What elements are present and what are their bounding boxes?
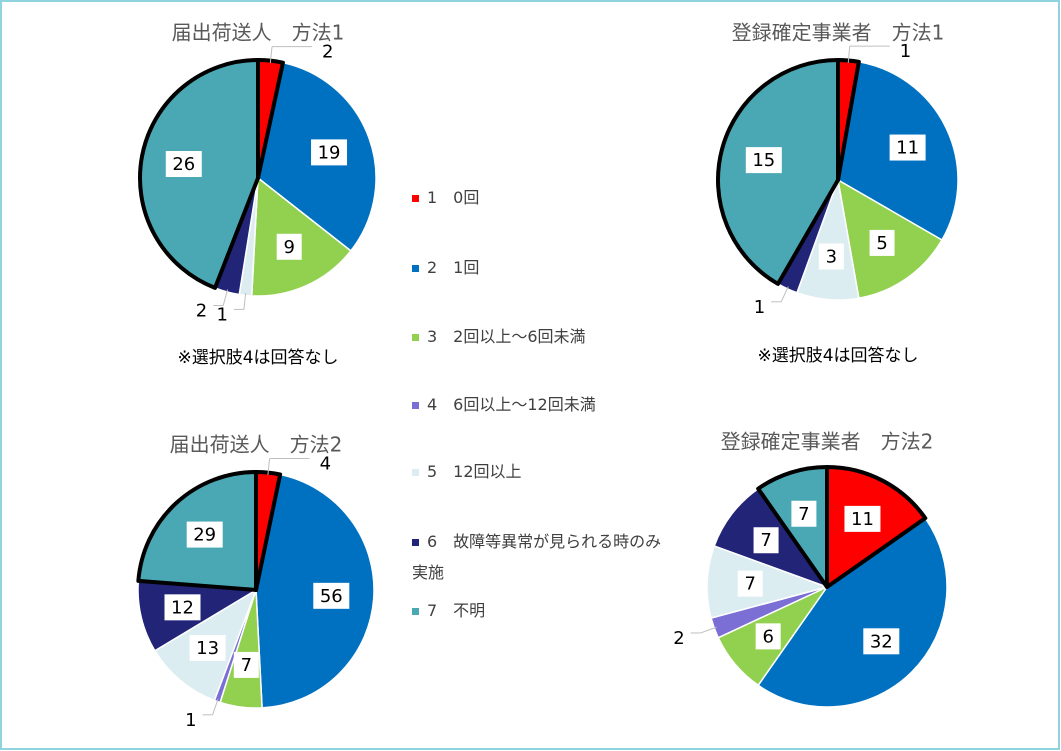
legend-item: 6 故障等異常が見られる時のみ実施 — [412, 526, 662, 588]
note: ※選択肢4は回答なし — [177, 348, 338, 368]
legend-label: 4 6回以上～12回未満 — [427, 395, 596, 414]
legend-item: 4 6回以上～12回未満 — [412, 389, 662, 420]
data-label: 2 — [673, 628, 684, 649]
leader-line — [222, 289, 229, 306]
label-box — [889, 134, 926, 161]
data-label: 1 — [185, 710, 196, 731]
slice-outline — [716, 58, 840, 286]
label-box — [745, 147, 782, 174]
legend-swatch — [412, 539, 419, 546]
label-box — [189, 634, 226, 661]
data-label: 19 — [318, 142, 341, 163]
leader-line — [212, 699, 219, 715]
note: ※選択肢4は回答なし — [757, 346, 918, 366]
label-box — [313, 582, 350, 609]
label-box — [869, 229, 895, 256]
leader-line — [267, 458, 271, 476]
label-box — [165, 151, 202, 178]
label-box — [755, 623, 781, 650]
leader-line — [847, 46, 851, 63]
data-label: 26 — [172, 154, 195, 175]
label-box — [791, 500, 817, 527]
data-label: 4 — [320, 454, 331, 475]
data-label: 7 — [745, 574, 756, 595]
legend-label: 2 1回 — [427, 258, 480, 277]
label-box — [186, 521, 223, 548]
data-label: 7 — [241, 655, 252, 676]
leader-line — [243, 292, 247, 310]
legend-swatch — [412, 469, 419, 476]
label-box — [276, 233, 302, 260]
label-box — [753, 527, 779, 554]
legend-swatch — [412, 608, 419, 615]
data-label: 1 — [754, 297, 765, 318]
pie-slice — [706, 544, 830, 619]
chart-title: 登録確定事業者 方法1 — [732, 21, 945, 45]
label-box — [737, 570, 763, 597]
data-label: 29 — [193, 525, 216, 546]
legend-item: 2 1回 — [412, 252, 662, 283]
legend-item: 7 不明 — [412, 595, 662, 626]
leader-line — [700, 626, 717, 634]
data-label: 12 — [171, 597, 194, 618]
legend-label: 1 0回 — [427, 188, 480, 207]
data-label: 7 — [760, 530, 771, 551]
label-box — [233, 651, 259, 678]
data-label: 5 — [876, 233, 887, 254]
data-label: 9 — [283, 237, 294, 258]
label-box — [844, 505, 881, 532]
legend-swatch — [412, 195, 419, 202]
label-box — [818, 243, 844, 270]
data-label: 2 — [322, 42, 333, 63]
data-label: 7 — [798, 504, 809, 525]
legend-item: 1 0回 — [412, 182, 662, 213]
legend-item: 3 2回以上～6回未満 — [412, 321, 662, 352]
label-box — [164, 594, 201, 621]
chart-title: 届出荷送人 方法1 — [172, 21, 345, 45]
data-label: 56 — [320, 586, 343, 607]
legend-item: 5 12回以上 — [412, 456, 662, 487]
legend-swatch — [412, 402, 419, 409]
data-label: 6 — [762, 626, 773, 647]
data-label: 11 — [896, 138, 919, 159]
data-label: 3 — [826, 247, 837, 268]
slice-outline — [136, 470, 258, 592]
legend-swatch — [412, 265, 419, 272]
slice-outline — [756, 465, 829, 589]
data-label: 2 — [196, 301, 207, 322]
data-label: 13 — [196, 638, 219, 659]
legend-label: 7 不明 — [427, 601, 486, 620]
data-label: 15 — [752, 150, 775, 171]
label-box — [311, 139, 348, 166]
legend-swatch — [412, 334, 419, 341]
label-box — [863, 628, 900, 655]
slice-outline — [825, 465, 928, 589]
chart-title: 届出荷送人 方法2 — [170, 433, 343, 457]
chart-title: 登録確定事業者 方法2 — [721, 430, 934, 454]
legend-label: 6 故障等異常が見られる時のみ実施 — [412, 532, 662, 582]
pie-slice — [757, 517, 948, 708]
leader-line — [269, 46, 273, 64]
legend-label: 3 2回以上～6回未満 — [427, 327, 586, 346]
slice-outline — [138, 58, 260, 290]
data-label: 1 — [900, 41, 911, 62]
data-label: 32 — [870, 631, 893, 652]
leader-line — [780, 286, 789, 303]
data-label: 11 — [851, 509, 874, 530]
data-label: 1 — [216, 304, 227, 325]
legend-label: 5 12回以上 — [427, 462, 522, 481]
